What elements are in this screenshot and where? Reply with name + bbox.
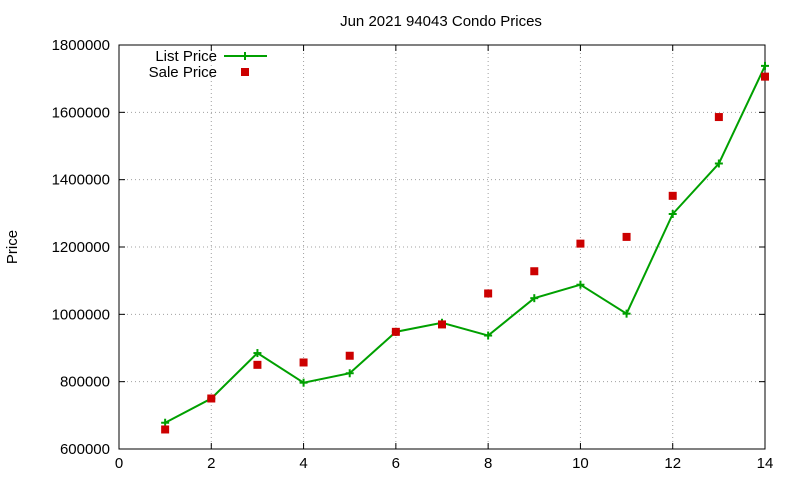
sale-price-point (761, 72, 769, 81)
x-tick-label: 12 (664, 455, 681, 472)
x-tick-label: 4 (299, 455, 307, 472)
sale-price-point (253, 360, 262, 369)
sale-price-point (668, 191, 677, 200)
y-tick-label: 600000 (60, 441, 110, 458)
legend-item-list-price: List Price (155, 48, 267, 65)
list-price-point (299, 378, 308, 387)
sale-price-point (530, 267, 539, 276)
list-price-point (530, 294, 539, 303)
list-price-point (761, 61, 769, 70)
series-layer (161, 61, 769, 434)
x-tick-label: 0 (115, 455, 123, 472)
series-sale-price (161, 72, 769, 434)
list-price-point (253, 349, 262, 358)
list-price-point (668, 210, 677, 219)
y-axis-label: Price (4, 230, 21, 264)
grid-lines (119, 45, 765, 449)
sale-price-point (438, 320, 446, 329)
series-list-price (161, 61, 769, 427)
list-price-point (345, 369, 354, 378)
y-tick-label: 1200000 (52, 239, 110, 256)
list-price-point (484, 331, 493, 340)
legend-item-sale-price: Sale Price (149, 64, 249, 81)
sale-price-point (161, 425, 170, 434)
legend-label: Sale Price (149, 64, 217, 81)
legend-square-swatch (241, 68, 249, 76)
y-tick-label: 1800000 (52, 37, 110, 54)
x-tick-label: 10 (572, 455, 589, 472)
x-tick-label: 6 (392, 455, 400, 472)
legend-label: List Price (155, 48, 217, 65)
x-tick-label: 8 (484, 455, 492, 472)
sale-price-point (484, 289, 493, 298)
sale-price-point (391, 327, 400, 336)
sale-price-point (622, 232, 631, 241)
legend-plus-marker (241, 52, 249, 60)
axes: 0 2 4 6 8 10 12 14 600000 800000 1000000 1200000 140… (52, 37, 774, 472)
sale-price-point (714, 113, 723, 122)
sale-price-point (207, 394, 216, 403)
x-tick-label: 14 (757, 455, 774, 472)
chart-title: Jun 2021 94043 Condo Prices (340, 13, 542, 30)
sale-price-point (345, 351, 354, 360)
sale-price-point (576, 239, 585, 248)
x-tick-label: 2 (207, 455, 215, 472)
list-price-point (576, 280, 585, 289)
y-tick-label: 800000 (60, 374, 110, 391)
list-price-point (622, 309, 631, 318)
sale-price-point (299, 358, 308, 367)
y-tick-label: 1600000 (52, 104, 110, 121)
plot-frame (118, 44, 766, 450)
list-price-line (164, 65, 766, 424)
list-price-point (714, 159, 723, 168)
y-tick-label: 1400000 (52, 172, 110, 189)
y-tick-label: 1000000 (52, 306, 110, 323)
list-price-point (161, 418, 170, 427)
